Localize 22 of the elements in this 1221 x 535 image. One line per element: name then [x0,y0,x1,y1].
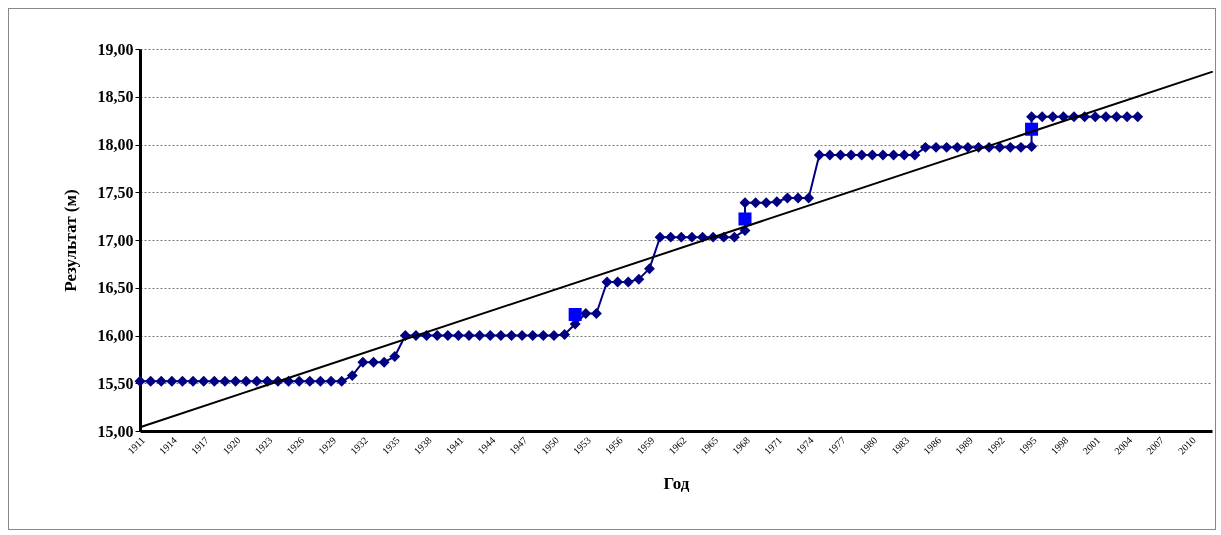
y-tick-label: 17,00 [97,231,134,249]
x-tick-label: 1974 [793,434,816,457]
point [738,212,752,226]
x-tick-label: 1953 [570,434,593,457]
x-axis-title: Год [663,474,690,493]
x-tick-label: 1914 [156,434,179,457]
x-tick-label: 2001 [1080,434,1103,457]
y-tick-label: 16,50 [97,279,134,297]
x-tick-label: 1941 [443,434,466,457]
x-tick-label: 1956 [602,434,625,457]
y-axis-title: Результат (м) [60,189,80,292]
y-tick-label: 18,50 [97,88,134,106]
y-tick-label: 15,50 [97,374,134,392]
y-tick-label: 19,00 [97,40,134,58]
point [568,307,582,322]
y-tick-label: 16,00 [97,327,134,344]
y-tick-label: 15,00 [97,422,134,440]
x-tick-label: 1971 [761,434,784,457]
y-tick-label: 17,50 [97,183,134,201]
y-tick-label: 18,00 [97,136,134,153]
x-tick-label: 1935 [379,434,402,457]
x-tick-label: 1992 [984,434,1007,457]
